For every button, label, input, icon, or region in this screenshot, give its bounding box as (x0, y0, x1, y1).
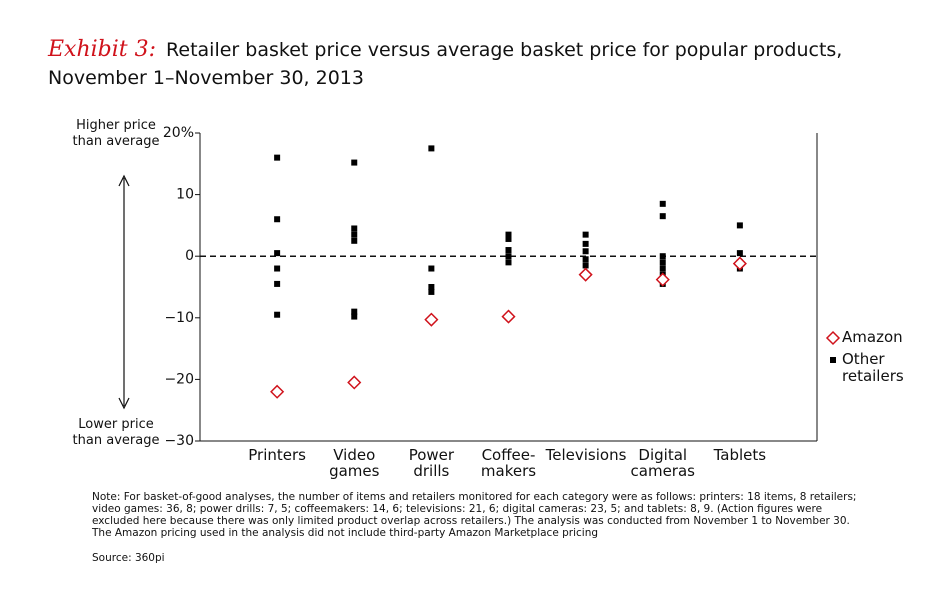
retailer-point (736, 250, 743, 257)
y-tick-label: −20 (164, 371, 194, 387)
retailer-point (274, 154, 281, 161)
retailer-point (274, 265, 281, 272)
retailer-point (274, 216, 281, 223)
y-tick-label: 20% (163, 125, 194, 141)
retailer-point (274, 280, 281, 287)
amazon-point (501, 309, 516, 324)
retailer-point (351, 308, 358, 315)
y-tick-label: 10 (176, 187, 194, 203)
retailer-point (505, 247, 512, 254)
x-tick-label: Televisions (545, 446, 627, 464)
retailer-point (582, 262, 589, 269)
retailer-point (351, 231, 358, 238)
retailer-point (659, 253, 666, 260)
annotation: Higher price than average (72, 118, 160, 149)
retailer-point (659, 265, 666, 272)
x-tick-label: Digital cameras (630, 446, 695, 480)
retailer-point (505, 253, 512, 260)
exhibit-label: Exhibit 3: (48, 37, 157, 62)
retailer-point (428, 265, 435, 272)
retailer-point (351, 159, 358, 166)
retailer-point (505, 259, 512, 266)
source: Source: 360pi (92, 552, 165, 564)
amazon-point (347, 375, 362, 390)
retailer-point (428, 284, 435, 290)
legend-label: Other retailers (842, 350, 904, 385)
amazon-point (655, 272, 670, 287)
arrow-heads (118, 174, 130, 410)
annotation: Lower price than average (72, 417, 160, 448)
amazon-point (825, 330, 841, 346)
y-tick-label: −10 (164, 310, 194, 326)
retailer-point (659, 213, 666, 220)
retailer-point (736, 222, 743, 229)
title: Exhibit 3: Retailer basket price versus a… (48, 36, 848, 92)
retailer-point (351, 237, 358, 244)
retailer-point (582, 231, 589, 238)
retailer-point (428, 145, 435, 152)
x-tick-label: Tablets (713, 446, 767, 464)
retailer-point (428, 288, 435, 295)
retailer-point (582, 256, 589, 263)
note: Note: For basket-of-good analyses, the n… (92, 491, 857, 539)
retailer-point (274, 250, 281, 257)
chart-title: Retailer basket price versus average bas… (48, 39, 843, 89)
legend-label: Amazon (842, 328, 903, 346)
retailer-point (351, 313, 358, 320)
y-tick-label: 0 (185, 248, 194, 264)
y-tick-label: −30 (164, 433, 194, 449)
retailer-point (582, 248, 589, 255)
retailer-point (351, 225, 358, 232)
x-tick-label: Coffee-makers (480, 446, 537, 480)
amazon-point (270, 384, 285, 399)
x-tick-label: Printers (248, 446, 306, 464)
amazon-point (424, 312, 439, 327)
retailer-point (274, 311, 281, 318)
x-tick-label: Video games (329, 446, 380, 480)
retailer-point (582, 240, 589, 247)
retailer-point (505, 235, 512, 242)
x-tick-label: Power drills (408, 446, 455, 480)
amazon-point (732, 256, 747, 271)
retailer-point (505, 231, 512, 238)
retailer-point (659, 200, 666, 207)
retailer-point (830, 357, 836, 363)
amazon-point (578, 267, 593, 282)
retailer-point (659, 259, 666, 266)
